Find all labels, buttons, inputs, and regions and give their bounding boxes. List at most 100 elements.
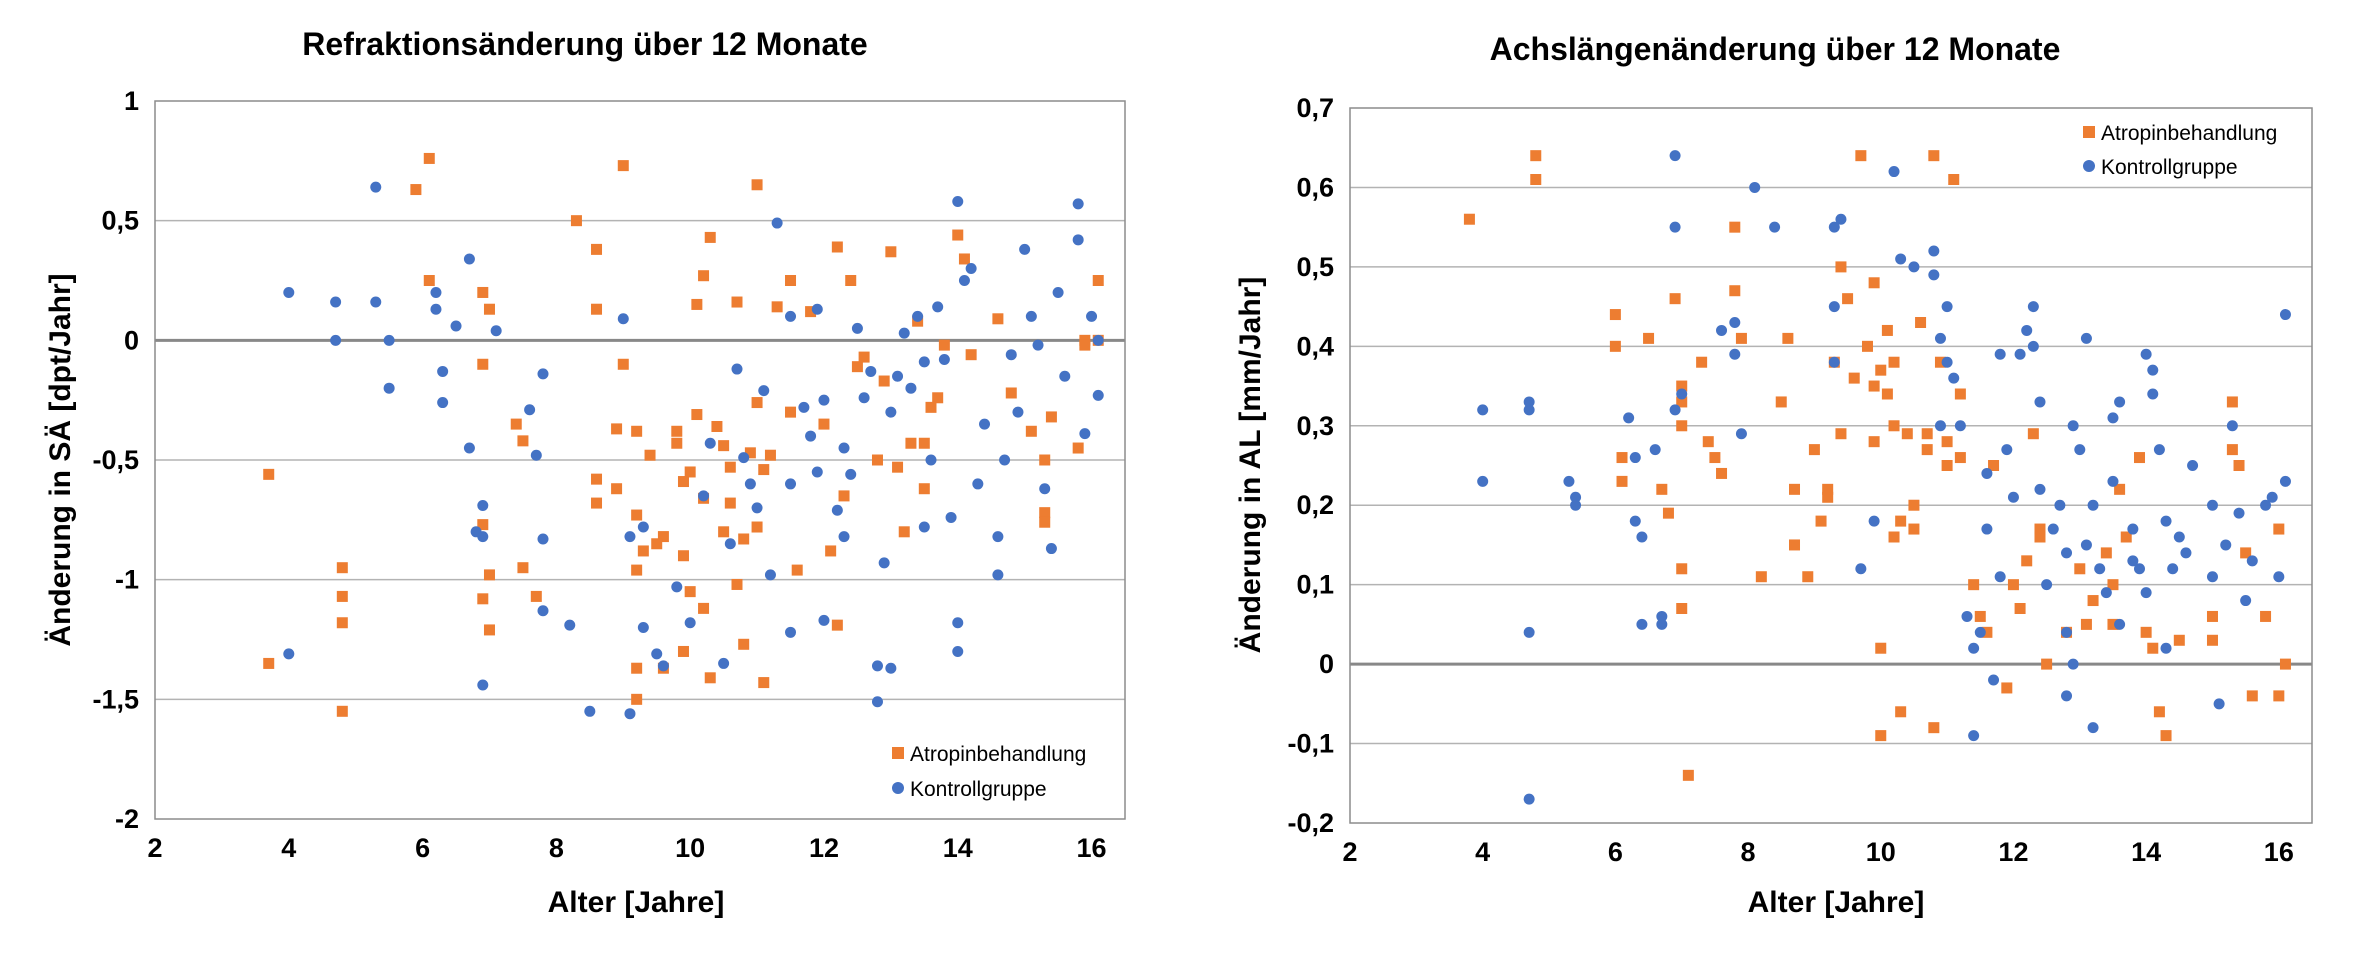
data-point-atropinbehandlung bbox=[1676, 420, 1688, 432]
data-point-atropinbehandlung bbox=[2260, 610, 2272, 622]
data-point-atropinbehandlung bbox=[2226, 396, 2238, 408]
data-point-kontrollgruppe bbox=[657, 660, 669, 672]
data-point-kontrollgruppe bbox=[1523, 404, 1535, 416]
data-point-kontrollgruppe bbox=[932, 301, 944, 313]
data-point-kontrollgruppe bbox=[2034, 396, 2046, 408]
data-point-kontrollgruppe bbox=[785, 626, 797, 638]
x-tick-label: 16 bbox=[1077, 833, 1107, 863]
data-point-atropinbehandlung bbox=[1888, 420, 1900, 432]
data-point-atropinbehandlung bbox=[952, 229, 964, 241]
data-point-kontrollgruppe bbox=[651, 648, 663, 660]
data-point-atropinbehandlung bbox=[845, 275, 857, 286]
data-point-atropinbehandlung bbox=[483, 303, 495, 315]
data-point-kontrollgruppe bbox=[952, 645, 964, 657]
data-point-kontrollgruppe bbox=[2034, 483, 2046, 495]
data-point-atropinbehandlung bbox=[1735, 332, 1747, 344]
data-point-atropinbehandlung bbox=[1968, 579, 1980, 591]
data-point-kontrollgruppe bbox=[1769, 221, 1781, 233]
data-point-kontrollgruppe bbox=[1025, 310, 1037, 322]
data-point-atropinbehandlung bbox=[1039, 516, 1051, 528]
x-tick-label: 8 bbox=[549, 833, 564, 863]
y-tick-label: 0,2 bbox=[1296, 490, 1334, 520]
y-tick-label: 0,5 bbox=[1296, 252, 1334, 282]
data-point-kontrollgruppe bbox=[537, 368, 549, 380]
data-point-kontrollgruppe bbox=[972, 478, 984, 490]
y-tick-label: -0,1 bbox=[1287, 729, 1334, 759]
data-point-kontrollgruppe bbox=[1928, 245, 1940, 257]
data-point-atropinbehandlung bbox=[785, 275, 797, 286]
data-point-atropinbehandlung bbox=[1782, 332, 1794, 344]
data-point-atropinbehandlung bbox=[1616, 475, 1628, 487]
data-point-atropinbehandlung bbox=[1755, 571, 1767, 583]
data-point-kontrollgruppe bbox=[2127, 555, 2139, 567]
data-point-atropinbehandlung bbox=[1868, 277, 1880, 289]
data-point-kontrollgruppe bbox=[1477, 475, 1489, 487]
data-point-atropinbehandlung bbox=[724, 461, 736, 473]
data-point-kontrollgruppe bbox=[437, 365, 449, 377]
data-point-kontrollgruppe bbox=[2134, 563, 2146, 575]
data-point-kontrollgruppe bbox=[1649, 444, 1661, 456]
data-point-kontrollgruppe bbox=[818, 614, 830, 626]
data-point-kontrollgruppe bbox=[1835, 213, 1847, 225]
data-point-atropinbehandlung bbox=[718, 440, 730, 452]
data-point-atropinbehandlung bbox=[1676, 396, 1688, 408]
data-point-atropinbehandlung bbox=[684, 466, 696, 478]
data-point-atropinbehandlung bbox=[677, 476, 689, 488]
data-point-kontrollgruppe bbox=[530, 449, 542, 461]
data-point-atropinbehandlung bbox=[644, 449, 656, 461]
data-point-kontrollgruppe bbox=[1629, 515, 1641, 527]
data-point-kontrollgruppe bbox=[2114, 618, 2126, 630]
data-point-kontrollgruppe bbox=[818, 394, 830, 406]
data-point-atropinbehandlung bbox=[2041, 658, 2053, 670]
data-point-kontrollgruppe bbox=[871, 660, 883, 672]
data-point-kontrollgruppe bbox=[283, 648, 295, 660]
data-point-kontrollgruppe bbox=[1669, 221, 1681, 233]
data-point-kontrollgruppe bbox=[758, 385, 770, 397]
data-point-kontrollgruppe bbox=[2226, 420, 2238, 432]
data-point-atropinbehandlung bbox=[1875, 730, 1887, 742]
data-point-atropinbehandlung bbox=[764, 449, 776, 461]
data-point-kontrollgruppe bbox=[450, 320, 462, 332]
data-point-kontrollgruppe bbox=[2279, 475, 2291, 487]
data-point-atropinbehandlung bbox=[1875, 364, 1887, 376]
data-point-kontrollgruppe bbox=[952, 617, 964, 629]
data-point-kontrollgruppe bbox=[1092, 389, 1104, 401]
data-point-kontrollgruppe bbox=[2080, 539, 2092, 551]
data-point-atropinbehandlung bbox=[1775, 396, 1787, 408]
data-point-kontrollgruppe bbox=[2220, 539, 2232, 551]
data-point-atropinbehandlung bbox=[1005, 387, 1017, 399]
data-point-kontrollgruppe bbox=[851, 322, 863, 334]
data-point-atropinbehandlung bbox=[336, 617, 348, 629]
x-tick-label: 14 bbox=[2131, 837, 2161, 867]
data-point-kontrollgruppe bbox=[1828, 356, 1840, 368]
data-point-atropinbehandlung bbox=[838, 490, 850, 502]
data-point-atropinbehandlung bbox=[2021, 555, 2033, 567]
data-point-atropinbehandlung bbox=[651, 538, 663, 550]
data-point-atropinbehandlung bbox=[1609, 340, 1621, 352]
data-point-atropinbehandlung bbox=[530, 590, 542, 602]
data-point-kontrollgruppe bbox=[2153, 444, 2165, 456]
data-point-atropinbehandlung bbox=[958, 253, 970, 265]
data-point-atropinbehandlung bbox=[423, 152, 435, 164]
data-point-kontrollgruppe bbox=[1477, 404, 1489, 416]
data-point-kontrollgruppe bbox=[2246, 555, 2258, 567]
data-point-atropinbehandlung bbox=[744, 447, 756, 459]
data-point-atropinbehandlung bbox=[677, 550, 689, 562]
data-point-atropinbehandlung bbox=[1709, 452, 1721, 464]
data-point-kontrollgruppe bbox=[1994, 571, 2006, 583]
data-point-kontrollgruppe bbox=[1005, 349, 1017, 361]
data-point-atropinbehandlung bbox=[1789, 483, 1801, 495]
data-point-atropinbehandlung bbox=[2100, 547, 2112, 559]
data-point-atropinbehandlung bbox=[410, 184, 422, 196]
data-point-atropinbehandlung bbox=[1974, 610, 1986, 622]
x-tick-label: 10 bbox=[1866, 837, 1896, 867]
data-point-kontrollgruppe bbox=[1072, 234, 1084, 246]
data-point-kontrollgruppe bbox=[2279, 309, 2291, 321]
legend: Atropinbehandlung Kontrollgruppe bbox=[892, 743, 1086, 801]
chart-title: Achslängenänderung über 12 Monate bbox=[1490, 31, 2061, 67]
data-point-atropinbehandlung bbox=[965, 349, 977, 361]
data-point-atropinbehandlung bbox=[2134, 452, 2146, 464]
data-point-kontrollgruppe bbox=[564, 619, 576, 631]
x-tick-label: 16 bbox=[2264, 837, 2294, 867]
data-point-atropinbehandlung bbox=[751, 397, 763, 409]
